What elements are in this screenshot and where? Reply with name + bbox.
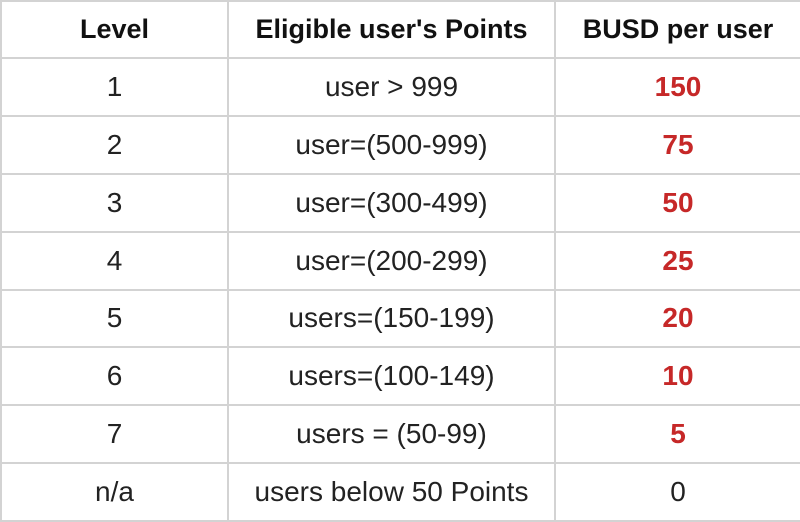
busd-cell: 0 [554,462,800,522]
points-cell: users=(150-199) [227,288,556,349]
points-cell: user > 999 [227,57,556,117]
table-row: 1 user > 999 150 [0,57,800,117]
table-row: 3 user=(300-499) 50 [0,172,800,233]
level-cell: 4 [0,230,229,291]
header-level: Level [0,0,229,59]
level-cell: 7 [0,404,229,465]
level-cell: 2 [0,114,229,175]
points-cell: user=(500-999) [227,114,556,175]
points-cell: users below 50 Points [227,462,556,522]
level-cell: 1 [0,57,229,117]
header-busd-per-user: BUSD per user [554,0,800,59]
points-cell: users=(100-149) [227,346,556,407]
level-cell: n/a [0,462,229,522]
header-eligible-points: Eligible user's Points [227,0,556,59]
level-cell: 5 [0,288,229,349]
table-row: 7 users = (50-99) 5 [0,404,800,465]
busd-cell: 50 [554,172,800,233]
table-row: 6 users=(100-149) 10 [0,346,800,407]
points-cell: users = (50-99) [227,404,556,465]
level-cell: 3 [0,172,229,233]
table-row: 5 users=(150-199) 20 [0,288,800,349]
points-cell: user=(200-299) [227,230,556,291]
busd-cell: 150 [554,57,800,117]
busd-cell: 20 [554,288,800,349]
busd-cell: 10 [554,346,800,407]
table-row: 4 user=(200-299) 25 [0,230,800,291]
points-cell: user=(300-499) [227,172,556,233]
level-cell: 6 [0,346,229,407]
busd-cell: 25 [554,230,800,291]
busd-cell: 5 [554,404,800,465]
busd-cell: 75 [554,114,800,175]
table-header-row: Level Eligible user's Points BUSD per us… [0,0,800,59]
table-row: 2 user=(500-999) 75 [0,114,800,175]
table-row: n/a users below 50 Points 0 [0,462,800,522]
